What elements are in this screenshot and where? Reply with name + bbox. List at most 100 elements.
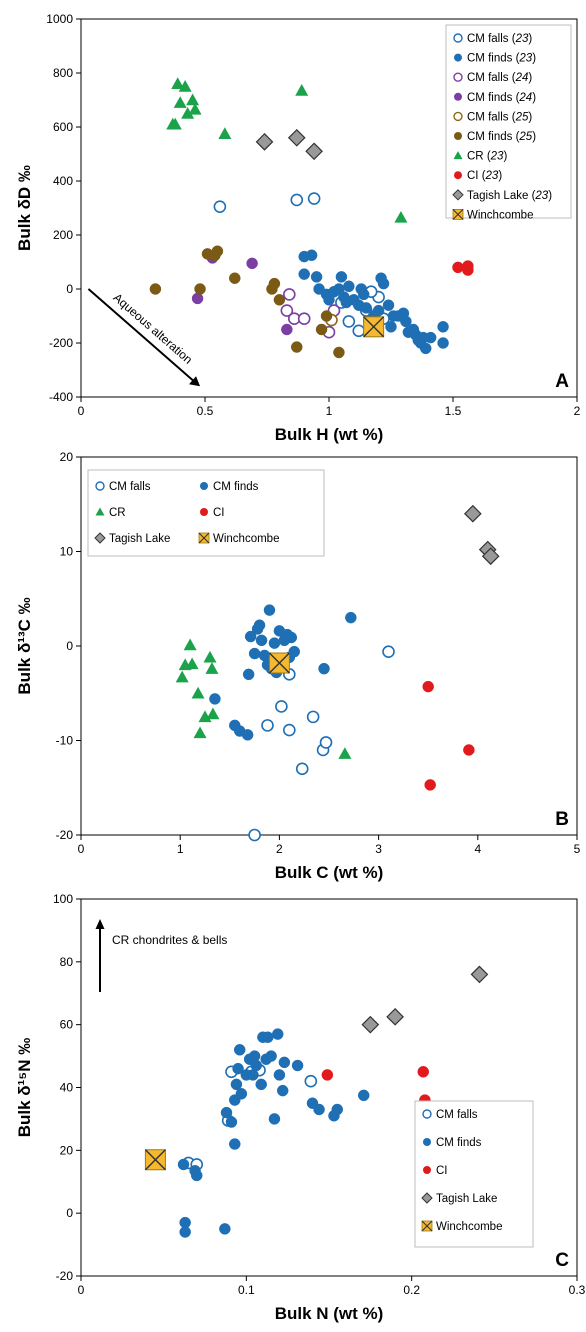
y-tick-label: 20 — [60, 450, 74, 464]
y-tick-label: -200 — [49, 336, 73, 350]
legend-marker — [421, 1220, 433, 1232]
legend-entry-name: CM falls — [436, 1109, 478, 1121]
legend-entry: CM finds — [436, 1137, 482, 1149]
data-point — [394, 210, 408, 223]
x-tick-label: 2 — [276, 842, 283, 856]
chart-panel-a: 0 0.5 1 1.5 2 -400 -200 0 200 400 600 800 1000 Bulk H… — [15, 12, 581, 444]
y-tick-label: 100 — [53, 892, 73, 906]
data-point — [463, 504, 482, 523]
series-winchcombe — [144, 1149, 166, 1171]
data-point — [320, 310, 333, 322]
data-point — [268, 277, 281, 290]
data-point — [219, 1223, 231, 1235]
legend-entry-ref: 25 — [518, 131, 532, 143]
data-point — [313, 1103, 325, 1116]
legend-entry-ref: 23 — [490, 151, 504, 163]
legend-marker — [452, 189, 464, 201]
legend-entry-paren: ) — [528, 111, 532, 123]
data-point — [263, 604, 276, 616]
data-point — [400, 315, 412, 328]
legend-entry: CM falls — [436, 1109, 478, 1121]
data-point — [278, 1056, 291, 1069]
data-point — [242, 668, 255, 681]
data-point — [241, 729, 254, 741]
legend-entry: Winchcombe — [467, 209, 533, 221]
legend-entry-paren: ) — [528, 72, 532, 84]
data-point — [244, 630, 257, 643]
data-point — [338, 747, 352, 759]
x-tick-label: 0 — [78, 404, 85, 418]
data-point — [295, 762, 309, 776]
data-point — [280, 304, 294, 317]
series-ci-23 — [452, 260, 474, 276]
legend-entry: CM falls — [109, 481, 151, 493]
legend-entry-paren: ( — [528, 190, 535, 202]
data-point — [352, 324, 366, 338]
legend-entry-name: Winchcombe — [467, 209, 533, 221]
data-point — [255, 133, 274, 151]
data-point — [261, 719, 274, 732]
x-tick-label: 1.5 — [445, 404, 462, 418]
series-tagish-lake-23 — [255, 128, 323, 161]
legend-entry: CM falls (24) — [467, 72, 532, 84]
legend-entry-name: CI — [467, 170, 479, 182]
legend-marker — [200, 482, 208, 490]
legend-marker — [454, 171, 462, 180]
legend-entry: CI (23) — [467, 170, 502, 182]
data-point — [470, 965, 489, 984]
legend-entry-paren: ( — [509, 33, 516, 45]
data-point — [319, 736, 333, 749]
legend-entry: CM finds (24) — [467, 92, 536, 104]
x-tick-label: 0.5 — [197, 404, 214, 418]
legend-entry-paren: ( — [484, 151, 491, 163]
legend-box — [414, 1100, 534, 1248]
data-point — [255, 1078, 267, 1091]
data-point — [271, 1028, 284, 1040]
y-tick-label: -10 — [56, 734, 74, 748]
data-point — [437, 337, 449, 349]
aqueous-alteration-arrow — [87, 288, 196, 383]
legend-marker — [198, 532, 210, 544]
y-tick-label: 600 — [53, 120, 73, 134]
legend-entry-name: CM falls — [467, 111, 509, 123]
data-point — [363, 316, 385, 338]
legend-entry-paren: ( — [512, 131, 519, 143]
legend-entry-ref: 24 — [518, 92, 532, 104]
series-winchcombe — [268, 652, 290, 674]
data-point — [268, 1113, 281, 1125]
data-point — [422, 680, 434, 693]
x-tick-label: 2 — [574, 404, 581, 418]
legend-marker — [452, 208, 464, 220]
y-tick-label: 0 — [66, 1206, 73, 1220]
x-tick-label: 4 — [474, 842, 481, 856]
series-ci — [422, 680, 475, 791]
data-point — [276, 1084, 289, 1097]
legend-entry: CM finds (25) — [467, 131, 536, 143]
series-cr — [175, 638, 352, 759]
series-tagish-lake — [463, 504, 500, 566]
data-point — [205, 662, 219, 674]
panel-letter: C — [555, 1250, 569, 1271]
arrow-head-icon — [189, 376, 201, 387]
y-tick-label: 40 — [60, 1081, 74, 1095]
data-point — [246, 257, 258, 270]
data-point — [361, 1015, 380, 1034]
legend-entry-paren: ( — [512, 92, 519, 104]
data-point — [298, 268, 310, 280]
x-axis-label: Bulk C (wt %) — [275, 863, 384, 882]
legend-entry-name: CM finds — [436, 1137, 482, 1149]
legend-entry: CR — [109, 507, 126, 519]
legend-entry: Tagish Lake — [436, 1193, 497, 1205]
data-point — [463, 744, 475, 756]
legend-box — [445, 24, 572, 219]
x-tick-label: 0.2 — [403, 1283, 420, 1297]
chart-panel-b: 0 1 2 3 4 5 -20 -10 0 10 20 Bulk C (wt %) Bulk δ¹³C … — [15, 450, 581, 882]
y-tick-label: 800 — [53, 66, 73, 80]
data-point — [253, 619, 266, 631]
data-point — [218, 127, 232, 139]
data-point — [305, 142, 323, 161]
x-tick-label: 1 — [326, 404, 333, 418]
data-point — [190, 1169, 203, 1182]
legend-entry-name: CR — [467, 151, 484, 163]
legend-marker — [200, 508, 208, 516]
